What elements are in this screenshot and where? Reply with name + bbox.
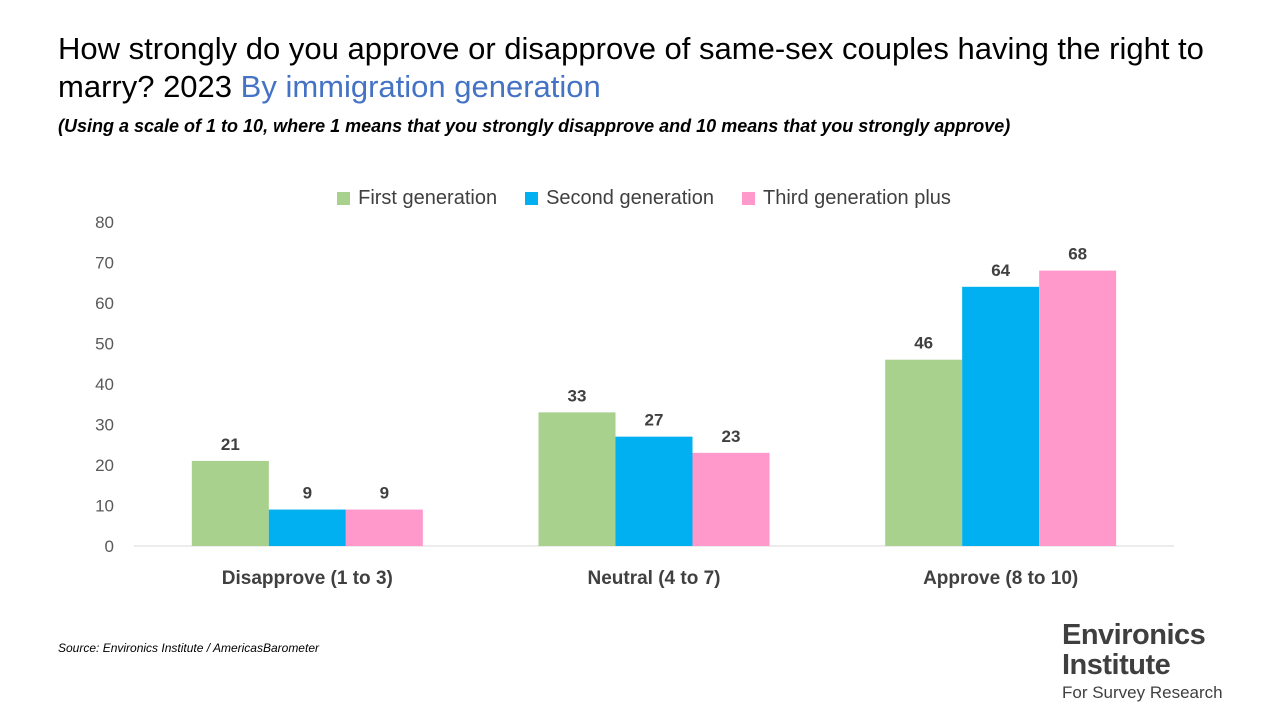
bar-2-1 (268, 509, 346, 546)
y-tick-label: 60 (95, 294, 114, 313)
legend-swatch-third (742, 191, 755, 205)
bar-3-2 (692, 452, 770, 546)
legend-swatch-second (525, 191, 539, 205)
y-tick-label: 50 (95, 335, 114, 354)
logo-line-3: For Survey Research (1062, 683, 1223, 702)
data-label: 21 (221, 435, 240, 454)
legend-item-third: Third generation plus (742, 185, 951, 211)
y-tick-label: 20 (95, 456, 114, 475)
y-tick-label: 70 (95, 254, 114, 273)
x-category-label: Disapprove (1 to 3) (222, 568, 393, 589)
y-tick-label: 80 (95, 213, 114, 232)
data-label: 68 (1068, 245, 1087, 264)
x-category-label: Approve (8 to 10) (923, 568, 1078, 589)
y-tick-label: 0 (105, 537, 114, 556)
logo-line-1: Environics (1062, 619, 1206, 651)
chart-title-accent: By immigration generation (240, 69, 601, 104)
bar-1-2 (538, 412, 616, 546)
legend-label-second: Second generation (546, 186, 714, 209)
data-label: 23 (722, 427, 741, 446)
bar-1-1 (191, 460, 269, 546)
legend-item-second: Second generation (525, 185, 714, 211)
bar-2-2 (615, 436, 693, 546)
y-tick-label: 40 (95, 375, 114, 394)
chart-title: How strongly do you approve or disapprov… (58, 30, 1248, 106)
bar-3-3 (1039, 270, 1117, 546)
data-label: 46 (914, 334, 933, 353)
legend-label-third: Third generation plus (763, 186, 951, 209)
data-label: 27 (645, 411, 664, 430)
y-tick-label: 30 (95, 416, 114, 435)
bar-2-3 (962, 286, 1040, 546)
environics-logo: Environics Institute For Survey Research (1062, 620, 1272, 704)
data-label: 33 (568, 386, 587, 405)
y-tick-label: 10 (95, 497, 114, 516)
data-label: 9 (380, 484, 389, 503)
chart-subtitle: (Using a scale of 1 to 10, where 1 means… (58, 116, 1011, 136)
legend-item-first: First generation (337, 185, 497, 211)
x-category-label: Neutral (4 to 7) (587, 568, 720, 589)
data-label: 64 (991, 261, 1010, 280)
bar-3-1 (345, 509, 423, 546)
legend-label-first: First generation (358, 186, 498, 209)
legend-swatch-first (337, 191, 351, 205)
chart-legend: First generation Second generation Third… (0, 185, 1280, 211)
data-label: 9 (303, 484, 312, 503)
bar-1-3 (885, 359, 963, 546)
chart-title-main: How strongly do you approve or disapprov… (58, 31, 1204, 104)
source-note: Source: Environics Institute / AmericasB… (58, 641, 319, 655)
logo-line-2: Institute (1062, 649, 1171, 681)
